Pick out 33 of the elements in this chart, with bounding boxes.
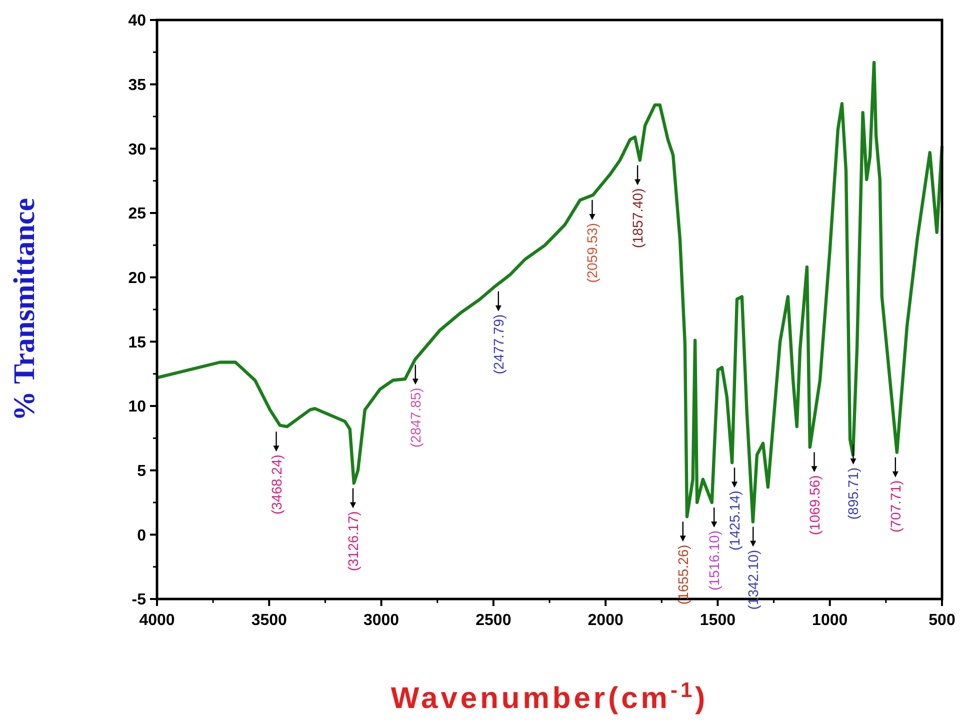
annotation: (707.71)	[887, 480, 904, 532]
annotation: (1857.40)	[630, 188, 646, 248]
x-tick-label: 4000	[139, 612, 175, 629]
annotation: (2059.53)	[584, 222, 600, 283]
annotation: (2847.85)	[407, 388, 424, 448]
x-tick-label: 1000	[812, 612, 848, 629]
x-tick-label: 500	[928, 612, 956, 629]
x-tick-label: 1500	[700, 612, 736, 629]
annotation: (3126.17)	[344, 511, 361, 572]
x-axis-title: Wavenumber(cm$^{-1}$)	[390, 678, 708, 715]
x-tick-label: 3500	[251, 612, 288, 629]
y-axis-title: % Transmittance	[8, 198, 41, 422]
annotation: (1655.26)	[674, 544, 691, 605]
y-tick-label: 10	[128, 398, 146, 416]
y-tick-label: 15	[128, 334, 146, 352]
y-tick-label: 35	[128, 76, 146, 94]
y-tick-label: 0	[137, 527, 146, 544]
annotation: (895.71)	[845, 467, 862, 520]
annotation: (1069.56)	[806, 475, 822, 536]
y-tick-label: 20	[128, 270, 146, 287]
x-tick-label: 2000	[588, 612, 624, 629]
y-tick-label: -5	[132, 592, 146, 609]
annotation: (1342.10)	[745, 550, 762, 610]
annotation: (2477.79)	[490, 314, 506, 374]
y-tick-label: 5	[137, 462, 146, 480]
y-tick-label: 40	[128, 12, 146, 30]
y-tick-label: 25	[128, 206, 146, 223]
x-tick-label: 2500	[476, 612, 512, 629]
x-tick-label: 3000	[363, 612, 400, 629]
y-tick-label: 30	[128, 141, 146, 158]
annotation: (1516.10)	[706, 530, 722, 590]
annotation: (1425.14)	[726, 490, 743, 551]
annotation: (3468.24)	[268, 454, 284, 515]
